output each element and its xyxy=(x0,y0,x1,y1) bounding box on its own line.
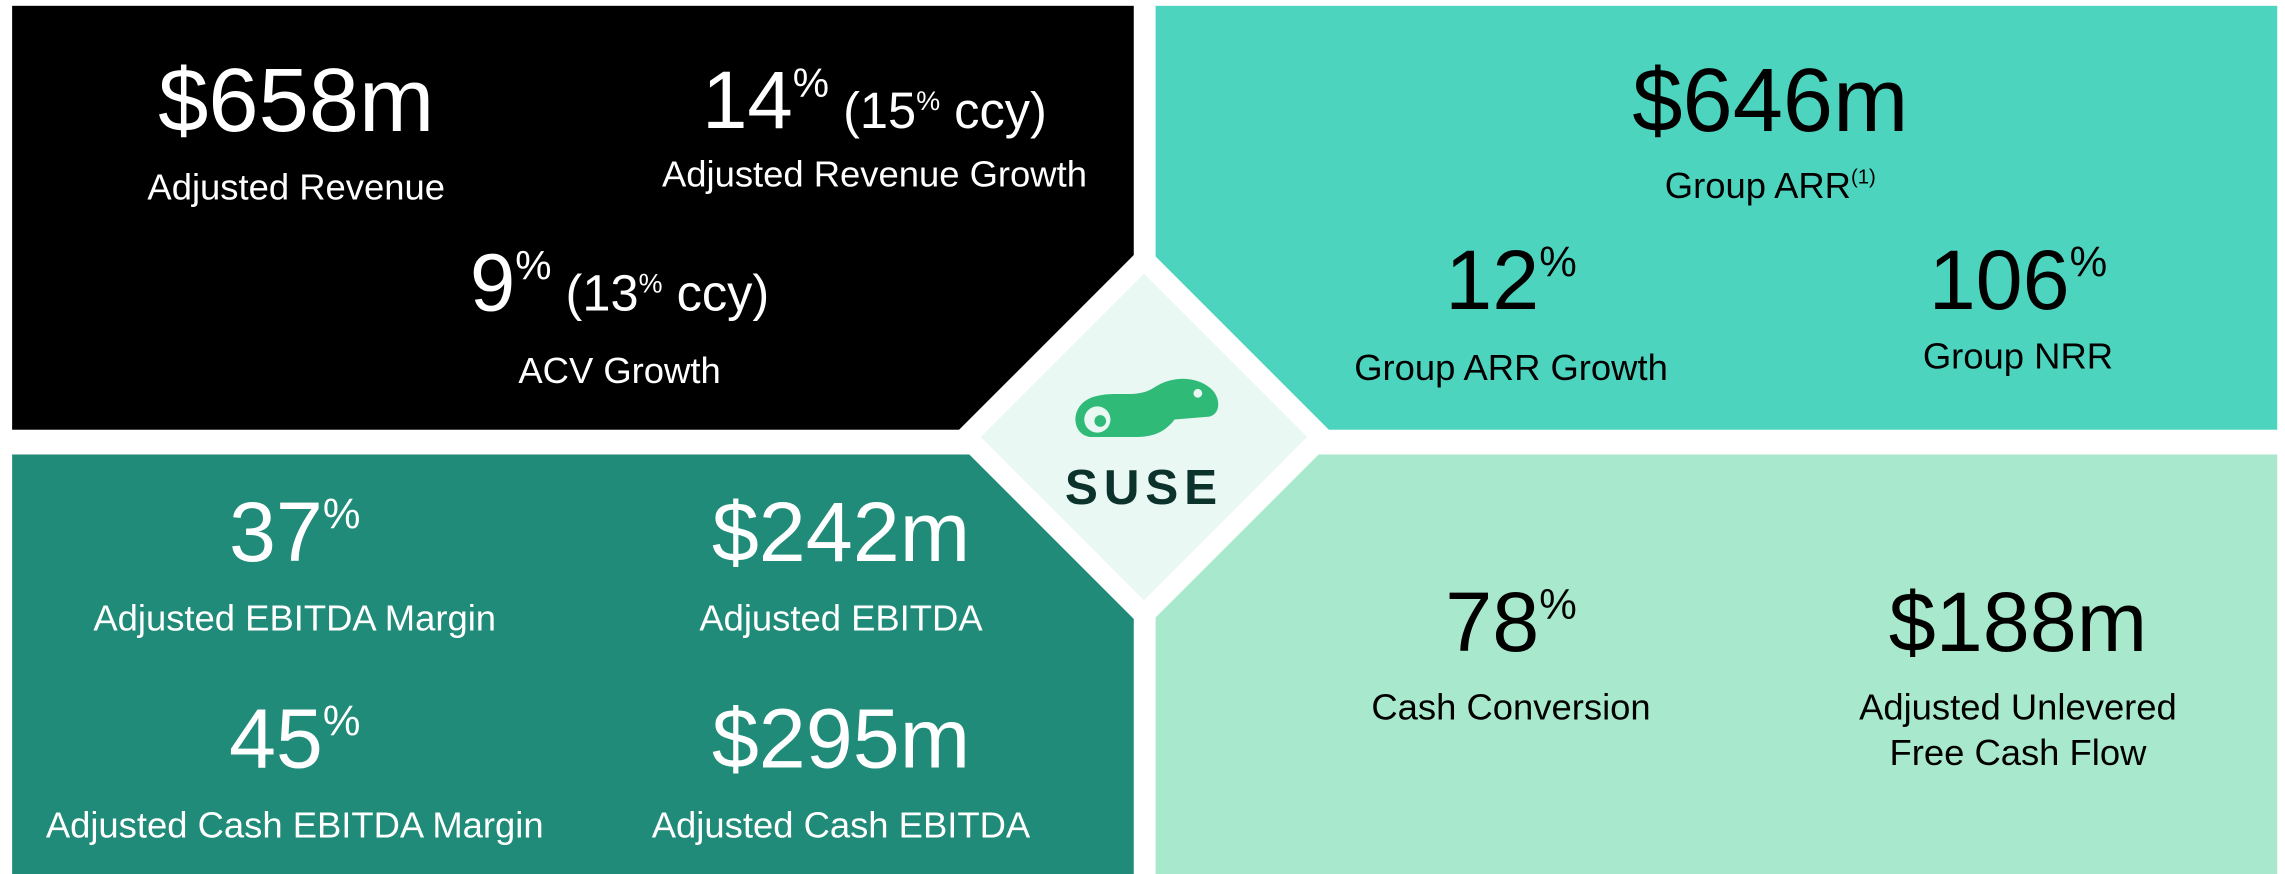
value-part: $188m xyxy=(1889,575,2147,669)
value-part: 106 xyxy=(1929,233,2070,327)
metric-value: 9% (13% ccy) xyxy=(470,237,769,328)
quadrant xyxy=(12,454,1134,874)
value-part: ccy) xyxy=(940,82,1047,139)
metric-value: 37% xyxy=(229,485,361,579)
metric-label: Group NRR xyxy=(1923,336,2113,377)
value-part: 78 xyxy=(1445,575,1539,669)
metric-label: Adjusted Unlevered xyxy=(1859,687,2177,728)
superscript: % xyxy=(639,268,663,298)
value-part: (13 xyxy=(551,264,638,321)
quadrant xyxy=(1155,5,2278,430)
value-part: 12 xyxy=(1445,233,1539,327)
value-part: 37 xyxy=(229,485,323,579)
metric-value: 106% xyxy=(1929,233,2107,327)
metric-value: 45% xyxy=(229,692,361,786)
metric-value: 14% (15% ccy) xyxy=(702,55,1047,146)
metric-label: Cash Conversion xyxy=(1371,687,1650,728)
superscript: % xyxy=(515,242,551,288)
superscript: % xyxy=(2070,239,2108,286)
value-part: 14 xyxy=(702,55,793,146)
value-part: 9 xyxy=(470,237,515,328)
metric-label: ACV Growth xyxy=(518,350,720,391)
value-part: $658m xyxy=(158,50,434,151)
metric-label: Free Cash Flow xyxy=(1889,732,2147,773)
label-text: Adjusted Unlevered xyxy=(1859,687,2177,728)
metric-label: Adjusted Cash EBITDA xyxy=(652,805,1031,846)
label-text: Adjusted Revenue xyxy=(147,167,445,208)
metric-label: Adjusted EBITDA Margin xyxy=(93,598,496,639)
superscript: % xyxy=(793,60,829,106)
superscript: % xyxy=(1539,239,1577,286)
label-text: ACV Growth xyxy=(518,350,720,391)
superscript: % xyxy=(323,698,361,745)
label-text: Free Cash Flow xyxy=(1889,732,2147,773)
label-text: Adjusted Cash EBITDA Margin xyxy=(46,805,544,846)
metric-value: $646m xyxy=(1632,50,1908,151)
value-part: (15 xyxy=(829,82,916,139)
label-text: Cash Conversion xyxy=(1371,687,1650,728)
metric-value: $658m xyxy=(158,50,434,151)
metric-label: Adjusted EBITDA xyxy=(699,598,983,639)
value-part: $295m xyxy=(712,692,970,786)
value-part: ccy) xyxy=(663,264,770,321)
value-part: $646m xyxy=(1632,50,1908,151)
logo-text: SUSE xyxy=(1065,460,1223,515)
label-text: Adjusted Revenue Growth xyxy=(662,153,1087,194)
superscript: % xyxy=(323,491,361,538)
label-text: Group ARR Growth xyxy=(1354,347,1668,388)
quadrants xyxy=(12,5,2278,874)
metrics: $658m Adjusted Revenue 14% (15% ccy) Adjust… xyxy=(46,50,2177,845)
value-part: 45 xyxy=(229,692,323,786)
label-text: Adjusted EBITDA Margin xyxy=(93,598,496,639)
label-text: Group NRR xyxy=(1923,336,2113,377)
metric-value: 78% xyxy=(1445,575,1577,669)
metric-label: Adjusted Revenue xyxy=(147,167,445,208)
label-footnote: (1) xyxy=(1851,167,1876,189)
quadrant xyxy=(1155,454,2278,874)
metric-value: $188m xyxy=(1889,575,2147,669)
metric-value: $242m xyxy=(712,485,970,579)
logo-diamond xyxy=(951,244,1337,630)
label-text: Adjusted EBITDA xyxy=(699,598,983,639)
metric-label: Group ARR(1) xyxy=(1665,165,1876,206)
metric-value: 12% xyxy=(1445,233,1577,327)
superscript: % xyxy=(916,86,940,116)
value-part: $242m xyxy=(712,485,970,579)
metric-value: $295m xyxy=(712,692,970,786)
label-text: Adjusted Cash EBITDA xyxy=(652,805,1031,846)
label-text: Group ARR xyxy=(1665,165,1851,206)
metric-label: Adjusted Cash EBITDA Margin xyxy=(46,805,544,846)
quadrant xyxy=(12,5,1134,430)
metric-label: Adjusted Revenue Growth xyxy=(662,153,1087,194)
chameleon-icon xyxy=(1075,378,1219,437)
metric-label: Group ARR Growth xyxy=(1354,347,1668,388)
superscript: % xyxy=(1539,581,1577,628)
